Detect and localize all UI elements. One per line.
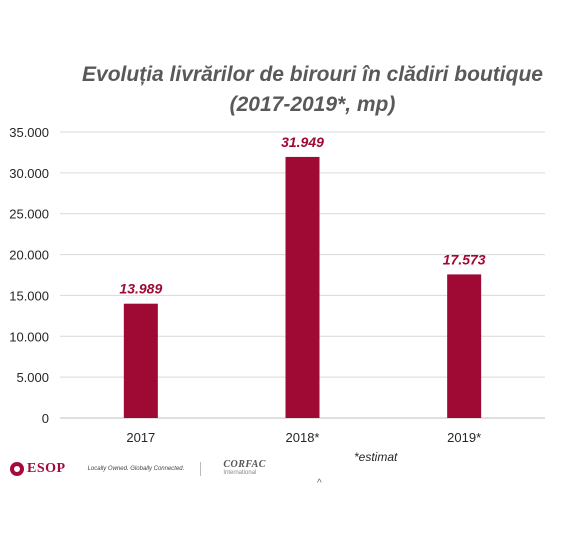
data-label: 31.949	[281, 134, 324, 150]
chart-title: Evoluția livrărilor de birouri în clădir…	[82, 63, 543, 86]
data-label: 13.989	[119, 281, 162, 297]
esop-logo: ESOP	[10, 461, 66, 477]
y-tick-label: 30.000	[9, 166, 49, 181]
x-tick-label: 2019*	[447, 430, 481, 445]
y-tick-label: 10.000	[9, 329, 49, 344]
x-tick-label: 2017	[126, 430, 155, 445]
bar	[285, 156, 320, 418]
x-tick-label: 2018*	[286, 430, 320, 445]
chart-subtitle: (2017-2019*, mp)	[229, 93, 396, 116]
y-tick-label: 0	[42, 411, 49, 426]
esop-mark-icon	[10, 462, 24, 476]
esop-logo-text: ESOP	[27, 461, 66, 476]
y-tick-label: 25.000	[9, 207, 49, 222]
y-tick-label: 35.000	[9, 125, 49, 140]
caret-up-icon: ^	[317, 478, 322, 489]
bar	[447, 274, 482, 418]
footer-logos: ESOP Locally Owned. Globally Connected. …	[10, 458, 266, 480]
corfac-logo-text: CORFAC	[223, 459, 266, 470]
esop-tagline: Locally Owned. Globally Connected.	[87, 466, 185, 472]
corfac-logo: CORFAC International	[223, 460, 266, 478]
data-label: 17.573	[443, 251, 486, 267]
y-tick-label: 5.000	[16, 370, 49, 385]
corfac-logo-subtext: International	[223, 470, 257, 476]
y-tick-label: 20.000	[9, 248, 49, 263]
estimate-note: *estimat	[354, 450, 398, 464]
y-tick-label: 15.000	[9, 288, 49, 303]
logo-divider	[200, 462, 202, 476]
bar	[123, 303, 158, 418]
